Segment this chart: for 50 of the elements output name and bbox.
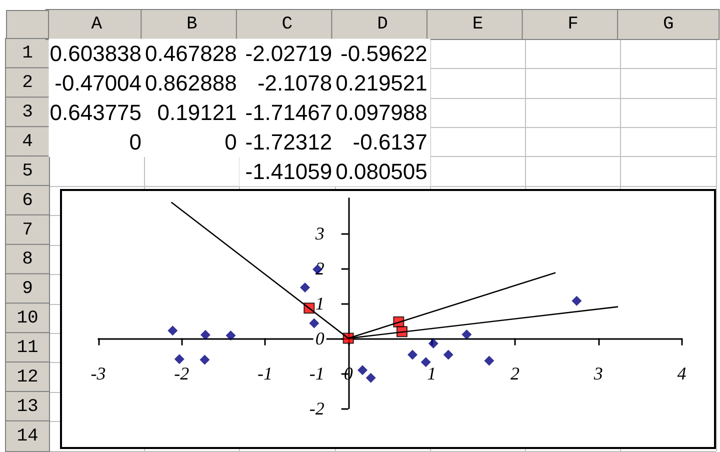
data-label: 0.643775: [50, 100, 142, 126]
data-label: 0.467828: [145, 41, 237, 66]
x-tick-label: D: [377, 14, 388, 34]
data-label: 0.097988: [336, 100, 428, 126]
data-label: 0.080505: [336, 158, 428, 184]
y-tick-label: 6: [22, 190, 33, 211]
data-label: -1.41059: [245, 158, 332, 184]
x-tick-label: 2: [510, 363, 520, 384]
x-tick-label: G: [662, 14, 674, 34]
y-tick-label: 12: [16, 367, 38, 388]
x-tick-label: A: [91, 14, 102, 34]
data-label: -2.02719: [245, 41, 332, 66]
y-tick-label: 8: [22, 250, 33, 270]
x-tick-label: F: [568, 14, 578, 34]
y-tick-label: 14: [16, 426, 38, 446]
x-tick-label: 1: [427, 363, 436, 384]
data-label: 0.19121: [157, 100, 237, 126]
data-label: 0: [129, 130, 142, 154]
y-tick-label: 3: [314, 223, 324, 244]
data-label: -0.47004: [54, 70, 142, 96]
x-tick-label: B: [186, 14, 198, 34]
x-tick-label: -1: [257, 363, 272, 384]
y-tick-label: 0: [315, 328, 324, 348]
data-label: -0.6137: [352, 130, 428, 154]
data-label: -2.1078: [257, 70, 332, 96]
data-label: 0: [224, 130, 237, 154]
x-tick-label: -2: [174, 363, 190, 384]
y-tick-label: 5: [22, 161, 33, 182]
data-label: 0.862888: [145, 70, 237, 96]
y-tick-label: 1: [315, 293, 324, 314]
data-label: 0.219521: [336, 70, 428, 96]
y-tick-label: -2: [309, 398, 324, 418]
y-tick-label: 11: [16, 338, 38, 358]
data-label: -1.72312: [245, 130, 332, 154]
y-tick-label: 3: [22, 102, 33, 123]
data-label: -1.71467: [245, 100, 332, 126]
x-tick-label: -3: [90, 363, 106, 384]
data-label: -0.59622: [340, 41, 428, 66]
y-tick-label: 13: [16, 396, 38, 417]
y-tick-label: 2: [22, 73, 33, 94]
x-tick-label: 3: [592, 363, 603, 384]
y-tick-label: 7: [22, 220, 33, 240]
y-tick-label: 1: [22, 44, 33, 64]
x-tick-label: 4: [677, 363, 686, 384]
x-tick-label: C: [282, 14, 293, 34]
y-tick-label: 10: [16, 308, 38, 329]
y-tick-label: 4: [22, 132, 33, 152]
x-tick-label: E: [472, 14, 484, 34]
y-tick-label: 9: [22, 279, 33, 300]
data-label: 0.603838: [50, 41, 142, 66]
